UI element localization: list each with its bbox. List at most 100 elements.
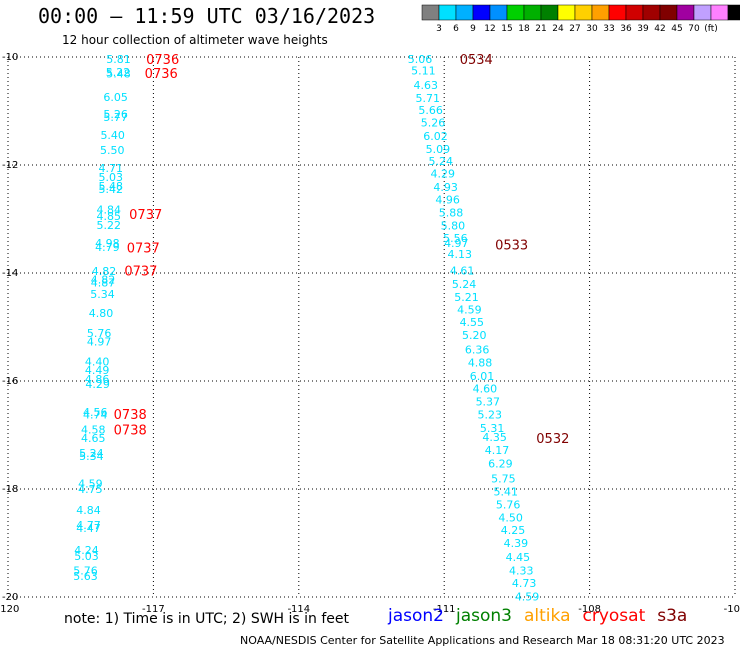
credit-line: NOAA/NESDIS Center for Satellite Applica… bbox=[240, 634, 725, 647]
time-label: 0738 bbox=[114, 424, 147, 439]
wave-height-value: 4.45 bbox=[506, 551, 531, 564]
wave-height-value: 5.77 bbox=[103, 111, 128, 124]
wave-height-value: 5.88 bbox=[439, 207, 464, 220]
wave-height-value: 5.76 bbox=[73, 565, 98, 578]
colorbar-label: 12 bbox=[484, 24, 495, 34]
wave-height-value: 4.40 bbox=[85, 356, 110, 369]
colorbar-label: 42 bbox=[654, 24, 665, 34]
wave-height-value: 5.41 bbox=[494, 486, 519, 499]
wave-height-value: 5.76 bbox=[87, 327, 112, 340]
wave-height-value: 5.75 bbox=[491, 473, 516, 486]
wave-height-value: 5.23 bbox=[478, 408, 503, 421]
time-label: 0534 bbox=[460, 53, 493, 68]
colorbar-swatch bbox=[438, 4, 457, 21]
colorbar-label: 27 bbox=[569, 24, 580, 34]
colorbar-swatch bbox=[727, 4, 740, 21]
colorbar-label: 18 bbox=[518, 24, 530, 34]
legend-s3a: s3a bbox=[657, 606, 688, 626]
wave-height-value: 4.49 bbox=[85, 364, 110, 377]
wave-height-value: 5.40 bbox=[100, 129, 125, 142]
wave-height-value: 4.63 bbox=[414, 79, 439, 92]
wave-height-value: 4.29 bbox=[85, 378, 110, 391]
wave-height-value: 4.65 bbox=[81, 432, 106, 445]
x-tick-label: -111 bbox=[433, 604, 456, 615]
time-label: 0533 bbox=[495, 238, 528, 253]
y-tick-label: -14 bbox=[2, 268, 18, 279]
colorbar-label: 6 bbox=[453, 24, 459, 34]
wave-height-value: 4.58 bbox=[81, 424, 106, 437]
time-label: 0736 bbox=[146, 53, 179, 68]
colorbar-swatch bbox=[693, 4, 712, 21]
wave-height-value: 5.56 bbox=[443, 232, 468, 245]
wave-height-value: 4.71 bbox=[98, 162, 123, 175]
y-tick-label: -18 bbox=[2, 484, 18, 495]
wave-height-value: 4.98 bbox=[95, 237, 120, 250]
wave-height-value: 4.35 bbox=[482, 431, 507, 444]
colorbar-swatch bbox=[608, 4, 627, 21]
wave-height-value: 5.48 bbox=[106, 68, 131, 81]
wave-height-value: 5.24 bbox=[452, 278, 477, 291]
wave-height-value: 4.79 bbox=[95, 241, 120, 254]
wave-height-value: 4.86 bbox=[85, 373, 110, 386]
colorbar-swatch bbox=[574, 4, 593, 21]
wave-height-value: 5.20 bbox=[462, 329, 487, 342]
wave-height-value: 4.97 bbox=[444, 237, 469, 250]
colorbar-swatch bbox=[659, 4, 678, 21]
y-tick-label: -12 bbox=[2, 160, 18, 171]
x-tick-label: -10 bbox=[724, 604, 740, 615]
wave-height-value: 4.39 bbox=[504, 537, 529, 550]
wave-height-value: 5.24 bbox=[79, 447, 104, 460]
wave-height-value: 4.75 bbox=[78, 483, 103, 496]
wave-height-value: 5.63 bbox=[73, 570, 98, 583]
colorbar-swatch bbox=[676, 4, 695, 21]
chart-title: 00:00 — 11:59 UTC 03/16/2023 bbox=[38, 4, 376, 28]
wave-height-value: 4.96 bbox=[435, 194, 460, 207]
colorbar-label: (ft) bbox=[704, 24, 718, 34]
wave-height-value: 4.82 bbox=[91, 273, 116, 286]
wave-height-value: 4.60 bbox=[473, 383, 498, 396]
wave-height-value: 4.33 bbox=[509, 565, 534, 578]
wave-height-value: 5.34 bbox=[79, 450, 104, 463]
wave-height-value: 4.61 bbox=[450, 264, 475, 277]
wave-height-value: 5.48 bbox=[98, 180, 123, 193]
colorbar-label: 33 bbox=[603, 24, 614, 34]
wave-height-value: 5.34 bbox=[90, 288, 115, 301]
wave-height-value: 5.80 bbox=[441, 219, 466, 232]
wave-height-value: 4.59 bbox=[78, 478, 103, 491]
wave-height-value: 6.01 bbox=[470, 370, 495, 383]
wave-height-value: 6.29 bbox=[488, 458, 513, 471]
colorbar-label: 24 bbox=[552, 24, 564, 34]
y-tick-label: -10 bbox=[2, 52, 18, 63]
legend-jason2: jason2 bbox=[388, 606, 444, 626]
wave-height-value: 6.36 bbox=[465, 344, 490, 357]
wave-height-value: 4.17 bbox=[485, 444, 510, 457]
wave-height-value: 5.81 bbox=[106, 53, 131, 66]
wave-height-value: 4.74 bbox=[83, 408, 108, 421]
wave-height-value: 4.25 bbox=[501, 524, 526, 537]
colorbar-label: 15 bbox=[501, 24, 512, 34]
wave-height-value: 5.71 bbox=[415, 92, 440, 105]
wave-height-value: 5.06 bbox=[408, 53, 433, 66]
wave-height-value: 4.24 bbox=[74, 544, 99, 557]
wave-height-value: 4.59 bbox=[515, 590, 540, 603]
wave-height-value: 6.05 bbox=[103, 91, 128, 104]
wave-height-value: 4.82 bbox=[92, 265, 117, 278]
wave-height-value: 4.84 bbox=[76, 504, 101, 517]
colorbar-label: 30 bbox=[586, 24, 598, 34]
wave-height-value: 4.85 bbox=[97, 210, 122, 223]
wave-height-value: 5.03 bbox=[74, 550, 99, 563]
wave-height-value: 4.29 bbox=[430, 168, 455, 181]
wave-height-value: 4.59 bbox=[457, 304, 482, 317]
time-label: 0737 bbox=[127, 242, 160, 257]
wave-height-value: 4.47 bbox=[76, 522, 101, 535]
colorbar-swatch bbox=[455, 4, 474, 21]
wave-height-value: 4.13 bbox=[447, 248, 472, 261]
wave-height-value: 4.73 bbox=[512, 577, 537, 590]
colorbar-swatch bbox=[642, 4, 661, 21]
legend-altika: altika bbox=[524, 606, 571, 626]
wave-height-value: 4.80 bbox=[89, 307, 114, 320]
colorbar-swatch bbox=[421, 4, 440, 21]
wave-height-value: 4.56 bbox=[83, 406, 108, 419]
wave-height-value: 6.02 bbox=[423, 130, 448, 143]
time-label: 0736 bbox=[145, 67, 178, 82]
